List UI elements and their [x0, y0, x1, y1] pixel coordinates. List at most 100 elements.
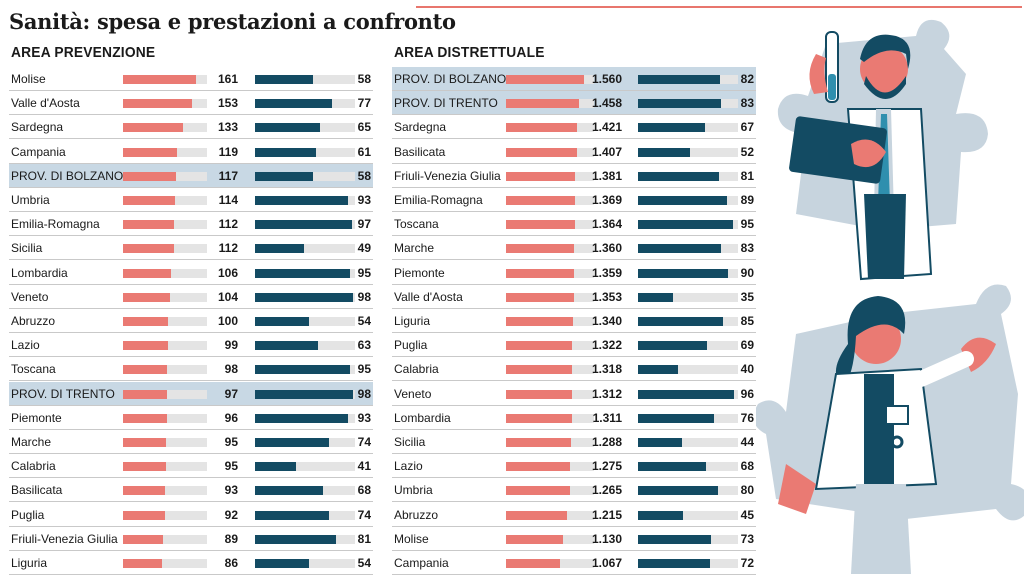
- spesa-bar-track: [123, 292, 207, 302]
- spesa-value: 1.353: [591, 289, 622, 304]
- spesa-bar: [506, 75, 585, 84]
- spesa-bar-track: [506, 99, 594, 109]
- table-row-friuli-venezia-giulia: Friuli-Venezia Giulia 1.381 81: [392, 164, 756, 188]
- spesa-bar-track: [123, 559, 207, 568]
- prestazioni-value: 49: [357, 241, 371, 256]
- prestazioni-value: 58: [357, 168, 371, 183]
- spesa-bar: [506, 413, 572, 423]
- prestazioni-bar-track: [255, 244, 355, 254]
- prestazioni-bar-track: [638, 438, 738, 447]
- spesa-bar-track: [123, 123, 207, 133]
- region-label: Lazio: [394, 459, 423, 474]
- table-row-umbria: Umbria 114 93: [9, 188, 373, 212]
- region-label: PROV. DI BOLZANO: [11, 168, 124, 183]
- spesa-bar-track: [123, 244, 207, 254]
- table-row-lombardia: Lombardia 106 95: [9, 261, 373, 285]
- region-label: Veneto: [11, 289, 49, 304]
- prestazioni-bar: [638, 365, 678, 375]
- spesa-bar: [506, 559, 560, 568]
- spesa-bar: [506, 244, 575, 254]
- region-label: Calabria: [394, 362, 439, 377]
- region-label: Emilia-Romagna: [394, 193, 483, 207]
- prestazioni-value: 83: [740, 241, 754, 256]
- table-row-prov-di-bolzano: PROV. DI BOLZANO 117 58: [9, 163, 373, 188]
- region-label: Lombardia: [394, 410, 451, 425]
- spesa-bar: [506, 486, 570, 496]
- prestazioni-bar-track: [638, 486, 738, 496]
- prestazioni-bar-track: [255, 510, 355, 520]
- spesa-bar: [123, 123, 184, 133]
- prestazioni-value: 69: [740, 338, 754, 353]
- prestazioni-bar-track: [638, 75, 738, 84]
- spesa-bar: [506, 510, 568, 520]
- spesa-bar-track: [506, 292, 594, 302]
- spesa-bar: [123, 438, 167, 447]
- spesa-value: 104: [217, 289, 238, 304]
- spesa-bar-track: [123, 341, 207, 351]
- prestazioni-bar: [638, 268, 728, 278]
- table-row-friuli-venezia-giulia: Friuli-Venezia Giulia 89 81: [9, 527, 373, 551]
- spesa-bar-track: [123, 171, 207, 181]
- table-row-sardegna: Sardegna 133 65: [9, 115, 373, 140]
- prestazioni-value: 90: [740, 265, 754, 280]
- prestazioni-bar-track: [638, 317, 738, 326]
- prestazioni-bar: [255, 147, 316, 157]
- prestazioni-bar: [255, 462, 296, 472]
- prestazioni-value: 35: [740, 289, 754, 304]
- region-label: Sardegna: [11, 120, 64, 135]
- spesa-bar-track: [506, 462, 594, 472]
- region-label: Sardegna: [394, 120, 447, 135]
- prestazioni-value: 73: [740, 531, 754, 546]
- prestazioni-bar-track: [255, 99, 355, 109]
- prestazioni-bar-track: [638, 196, 738, 205]
- spesa-value: 1.407: [591, 144, 622, 159]
- prestazioni-bar: [638, 486, 718, 496]
- prestazioni-bar: [255, 317, 309, 326]
- table-row-prov-di-trento: PROV. DI TRENTO 1.458 83: [392, 91, 756, 116]
- region-label: PROV. DI TRENTO: [394, 96, 498, 111]
- prestazioni-value: 95: [357, 362, 371, 377]
- region-label: Molise: [11, 72, 46, 86]
- spesa-bar: [506, 438, 571, 447]
- prestazioni-bar-track: [638, 292, 738, 302]
- spesa-value: 1.381: [591, 168, 622, 183]
- prestazioni-value: 40: [740, 362, 754, 377]
- table-row-molise: Molise 161 58: [9, 67, 373, 91]
- prestazioni-bar: [255, 486, 323, 496]
- prestazioni-bar-track: [255, 341, 355, 351]
- table-row-calabria: Calabria 1.318 40: [392, 357, 756, 382]
- table-row-sardegna: Sardegna 1.421 67: [392, 115, 756, 140]
- table-row-veneto: Veneto 104 98: [9, 285, 373, 309]
- region-label: Umbria: [394, 483, 433, 498]
- table-row-basilicata: Basilicata 1.407 52: [392, 140, 756, 164]
- region-label: Veneto: [394, 386, 432, 401]
- prestazioni-bar-track: [255, 123, 355, 133]
- prestazioni-bar-track: [638, 171, 738, 181]
- prestazioni-bar: [638, 534, 711, 544]
- prestazioni-value: 54: [357, 556, 371, 570]
- spesa-value: 92: [224, 507, 238, 522]
- spesa-value: 153: [217, 96, 238, 111]
- prestazioni-bar: [638, 147, 690, 157]
- spesa-bar-track: [506, 75, 594, 84]
- region-label: Friuli-Venezia Giulia: [11, 531, 118, 546]
- table-row-prov-di-bolzano: PROV. DI BOLZANO 1.560 82: [392, 67, 756, 91]
- region-label: Basilicata: [11, 483, 63, 498]
- spesa-bar-track: [506, 438, 594, 447]
- spesa-bar-track: [506, 171, 594, 181]
- spesa-bar: [123, 389, 168, 399]
- table-row-liguria: Liguria 86 54: [9, 551, 373, 575]
- prestazioni-bar: [255, 292, 353, 302]
- region-label: Puglia: [394, 338, 428, 353]
- table-row-sicilia: Sicilia 112 49: [9, 236, 373, 261]
- spesa-value: 119: [218, 144, 238, 159]
- spesa-value: 1.067: [591, 556, 622, 570]
- table-row-molise: Molise 1.130 73: [392, 527, 756, 551]
- table-row-liguria: Liguria 1.340 85: [392, 309, 756, 333]
- prestazioni-bar-track: [638, 123, 738, 133]
- spesa-bar: [506, 196, 575, 205]
- doctors-illustration: [756, 19, 1024, 574]
- region-label: Toscana: [394, 217, 439, 232]
- table-row-piemonte: Piemonte 1.359 90: [392, 261, 756, 285]
- table-row-lazio: Lazio 99 63: [9, 333, 373, 358]
